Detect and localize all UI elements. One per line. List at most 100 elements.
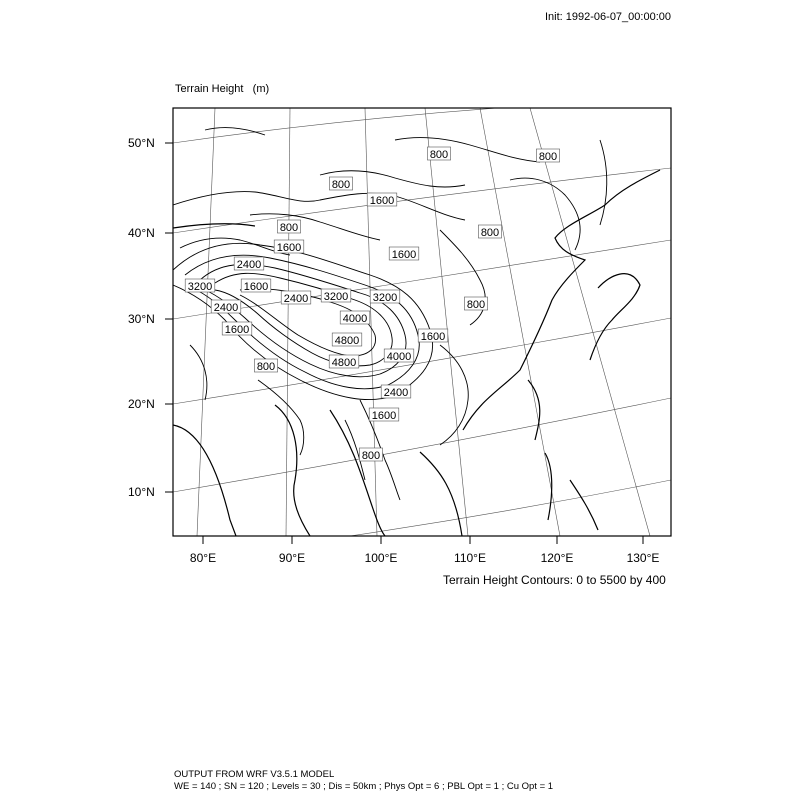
contour-label-text: 800: [467, 299, 485, 311]
contour-range-info: Terrain Height Contours: 0 to 5500 by 40…: [443, 573, 666, 587]
init-time: Init: 1992-06-07_00:00:00: [545, 11, 671, 23]
contour-label-box: [359, 447, 383, 462]
footer-params-line: WE = 140 ; SN = 120 ; Levels = 30 ; Dis …: [174, 781, 554, 792]
contour-label-text: 3200: [373, 292, 397, 304]
contour-label-box: [368, 407, 400, 422]
lat-label-40n: 40°N: [128, 226, 155, 240]
contour-label: 800: [254, 358, 278, 373]
lon-label-110e: 110°E: [454, 551, 486, 565]
contour-label: 800: [427, 146, 451, 161]
contour-label-box: [329, 176, 353, 191]
contour-label-box: [536, 148, 560, 163]
plot-title: Terrain Height (m): [175, 83, 269, 95]
contour-label-text: 1600: [421, 331, 445, 343]
contour-label: 4000: [339, 310, 371, 325]
lon-labels: 80°E 90°E 100°E 110°E 120°E 130°E: [190, 551, 659, 565]
contour-label-box: [380, 384, 412, 399]
contour-label-text: 4800: [332, 357, 356, 369]
contour-label: 800: [277, 219, 301, 234]
contour-label-text: 800: [280, 222, 298, 234]
contour-label: 1600: [388, 246, 420, 261]
contour-label-text: 4000: [343, 313, 367, 325]
contour-label-box: [233, 256, 265, 271]
contour-label-box: [331, 332, 363, 347]
contour-label: 3200: [369, 289, 401, 304]
lat-label-30n: 30°N: [128, 312, 155, 326]
contour-label-box: [240, 278, 272, 293]
contour-label-text: 3200: [188, 281, 212, 293]
contour-label-box: [320, 288, 352, 303]
contour-label-box: [369, 289, 401, 304]
contour-label: 1600: [366, 192, 398, 207]
plot-units: (m): [252, 83, 270, 95]
contour-label-box: [328, 354, 360, 369]
contour-label-text: 3200: [324, 291, 348, 303]
contour-label-text: 4000: [387, 351, 411, 363]
contour-label: 800: [464, 296, 488, 311]
contour-label-box: [427, 146, 451, 161]
contour-label-text: 2400: [384, 387, 408, 399]
contour-label: 1600: [221, 321, 253, 336]
contour-label-text: 800: [481, 227, 499, 239]
lon-label-120e: 120°E: [541, 551, 574, 565]
contour-label-text: 1600: [370, 195, 394, 207]
contour-label-box: [273, 239, 305, 254]
contour-label-text: 1600: [225, 324, 249, 336]
contour-label-text: 800: [362, 450, 380, 462]
lon-label-100e: 100°E: [365, 551, 398, 565]
contour-label-text: 800: [332, 179, 350, 191]
contour-label-box: [417, 328, 449, 343]
contour-label-box: [464, 296, 488, 311]
contour-label-box: [210, 299, 242, 314]
contour-label-text: 1600: [277, 242, 301, 254]
contour-label-box: [388, 246, 420, 261]
lat-label-10n: 10°N: [128, 485, 155, 499]
contour-label: 2400: [380, 384, 412, 399]
contour-label: 1600: [368, 407, 400, 422]
footer-model-line: OUTPUT FROM WRF V3.5.1 MODEL: [174, 769, 335, 780]
contour-label-box: [339, 310, 371, 325]
contour-label: 3200: [320, 288, 352, 303]
contour-label: 2400: [280, 290, 312, 305]
plot-title-text: Terrain Height: [175, 83, 244, 95]
lon-label-80e: 80°E: [190, 551, 216, 565]
contour-label: 2400: [210, 299, 242, 314]
contour-label: 4800: [331, 332, 363, 347]
contour-label-text: 800: [539, 151, 557, 163]
contour-label-text: 800: [430, 149, 448, 161]
graticule: [173, 108, 671, 536]
contour-label: 800: [536, 148, 560, 163]
contour-label: 1600: [240, 278, 272, 293]
lat-labels: 50°N 40°N 30°N 20°N 10°N: [128, 136, 155, 499]
contour-label-box: [280, 290, 312, 305]
map-frame: [172, 107, 672, 537]
coastlines: [173, 169, 661, 536]
lon-axis: [202, 536, 644, 544]
contour-label: 2400: [233, 256, 265, 271]
contour-label: 4800: [328, 354, 360, 369]
lat-label-50n: 50°N: [128, 136, 155, 150]
contour-label-text: 2400: [237, 259, 261, 271]
contour-label-text: 1600: [244, 281, 268, 293]
contour-label-box: [366, 192, 398, 207]
contour-label-box: [254, 358, 278, 373]
contour-label-box: [383, 348, 415, 363]
contour-label: 800: [329, 176, 353, 191]
contour-label-text: 800: [257, 361, 275, 373]
contour-label: 3200: [184, 278, 216, 293]
contour-label: 800: [478, 224, 502, 239]
lat-label-20n: 20°N: [128, 397, 155, 411]
contour-label-text: 2400: [214, 302, 238, 314]
contour-label-text: 4800: [335, 335, 359, 347]
contour-label-box: [184, 278, 216, 293]
contour-label-box: [221, 321, 253, 336]
contour-label: 1600: [417, 328, 449, 343]
contour-label-box: [478, 224, 502, 239]
contour-label-box: [277, 219, 301, 234]
lat-axis: [165, 142, 173, 493]
contour-label: 1600: [273, 239, 305, 254]
lon-label-90e: 90°E: [279, 551, 305, 565]
